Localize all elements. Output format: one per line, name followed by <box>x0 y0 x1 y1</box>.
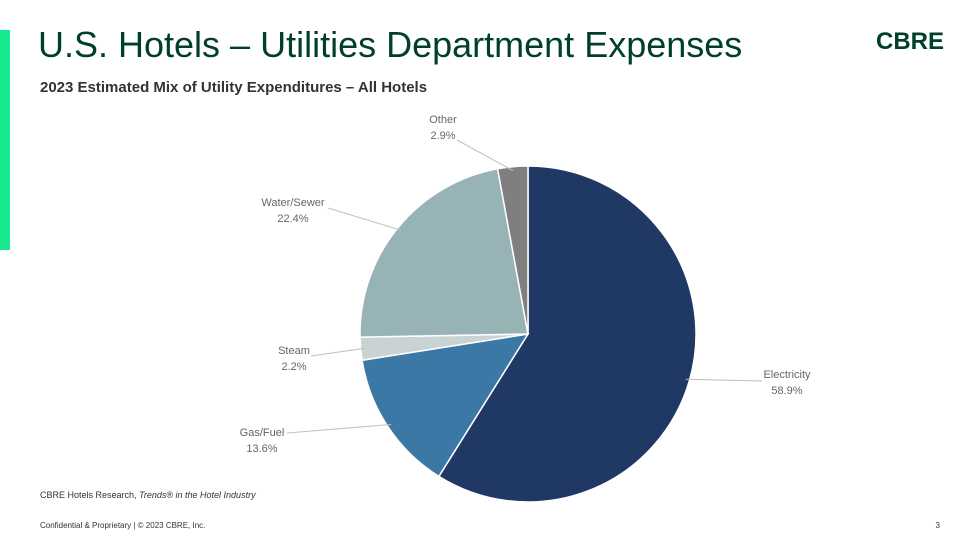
leader-line <box>456 139 514 172</box>
source-text: CBRE Hotels Research, <box>40 490 140 500</box>
leader-line <box>286 423 392 434</box>
slice-value-label: 58.9% <box>771 385 802 397</box>
slice-value-label: 13.6% <box>246 443 277 455</box>
page-title: U.S. Hotels – Utilities Department Expen… <box>38 24 743 65</box>
slice-value-label: 2.2% <box>281 361 306 373</box>
pie-slice-gas-fuel <box>361 333 530 478</box>
leader-line <box>310 347 365 357</box>
slice-label: Water/Sewer <box>261 197 325 209</box>
cbre-logo: CBRE <box>875 28 944 55</box>
slice-label: Electricity <box>763 369 811 381</box>
slice-value-label: 2.9% <box>430 130 455 142</box>
leader-line <box>327 207 402 231</box>
accent-bar <box>0 30 10 250</box>
slice-label: Steam <box>278 345 310 357</box>
leader-line <box>685 378 763 382</box>
slice-label: Gas/Fuel <box>240 427 285 439</box>
page-number: 3 <box>935 521 940 530</box>
source-publication: Trends® in the Hotel Industry <box>139 490 256 500</box>
slice-label: Other <box>429 114 457 126</box>
pie-slice-water-sewer <box>359 167 529 338</box>
slice-value-label: 22.4% <box>277 213 308 225</box>
pie-slice-electricity <box>437 165 697 503</box>
source-note: CBRE Hotels Research, Trends® in the Hot… <box>40 490 256 500</box>
footer-copyright: Confidential & Proprietary | © 2023 CBRE… <box>40 521 206 530</box>
pie-slice-other <box>496 165 529 335</box>
chart-subtitle: 2023 Estimated Mix of Utility Expenditur… <box>40 79 428 96</box>
